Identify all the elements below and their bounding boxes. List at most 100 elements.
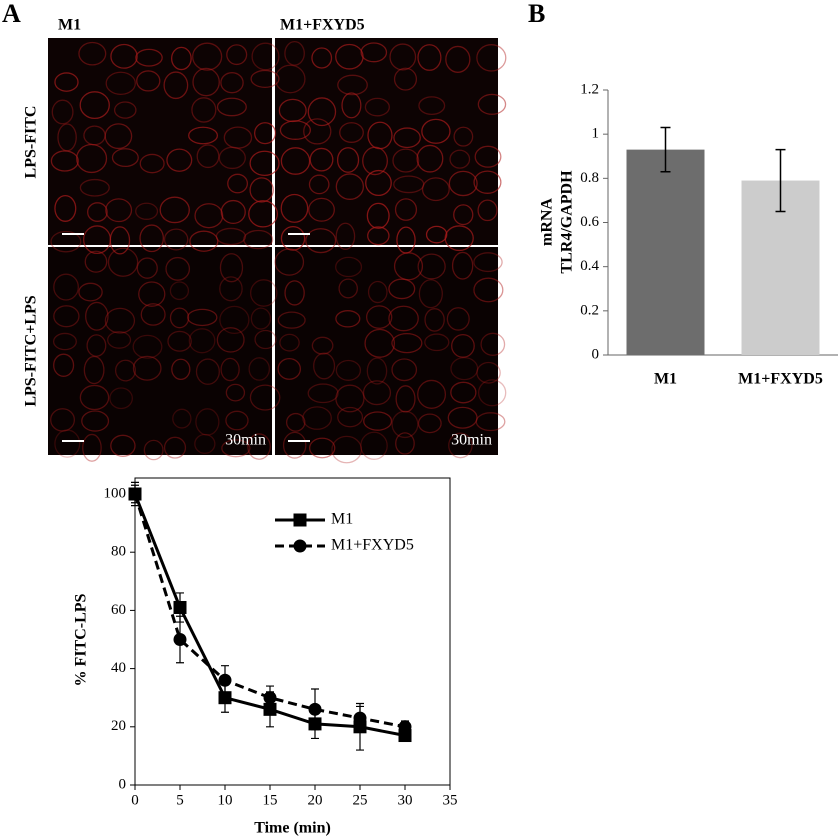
y-tick-label: 60 (111, 602, 126, 618)
cell-outline (192, 42, 223, 71)
cell-outline (138, 281, 166, 307)
cell-outline (54, 429, 81, 458)
marker (173, 633, 187, 646)
cell-outline (475, 412, 506, 432)
cell-outline (391, 410, 419, 439)
cell-outline (308, 197, 335, 222)
cell-outline (477, 379, 507, 407)
cell-outline (445, 45, 471, 73)
y-axis-label: % FITC-LPS (73, 593, 90, 686)
cell-outline (339, 122, 364, 143)
cell-outline (424, 333, 450, 352)
cell-outline (393, 67, 418, 91)
cell-outline (477, 199, 498, 222)
cell-outline (331, 435, 363, 464)
x-tick-label: 20 (308, 792, 323, 808)
cell-outline (451, 333, 475, 358)
cell-outline (165, 256, 191, 281)
panel-label: B (528, 0, 545, 28)
cell-outline (284, 280, 305, 306)
cell-outline (250, 307, 272, 330)
cell-outline (111, 148, 139, 168)
cell-outline (166, 148, 193, 172)
cell-outline (249, 384, 281, 411)
cell-outline (391, 358, 418, 382)
legend-label: M1+FXYD5 (331, 537, 414, 554)
cell-outline (50, 408, 76, 432)
cell-outline (417, 44, 442, 71)
cell-outline (476, 361, 501, 384)
cell-outline (367, 226, 390, 246)
cell-outline (336, 147, 360, 173)
cell-outline (196, 144, 220, 169)
cell-outline (223, 126, 253, 149)
cell-outline (338, 278, 358, 299)
x-tick-label: M1+FXYD5 (738, 371, 823, 388)
cell-outline (105, 198, 133, 223)
cell-outline (277, 357, 302, 380)
x-tick-label: 0 (131, 792, 139, 808)
cell-outline (393, 127, 421, 149)
x-tick-label: 5 (176, 792, 184, 808)
cell-outline (78, 282, 103, 302)
marker (218, 673, 232, 687)
x-tick-label: 35 (443, 792, 458, 808)
cell-outline (308, 437, 336, 459)
cell-outline (388, 305, 419, 332)
column-label: M1+FXYD5 (280, 17, 365, 34)
y-tick-label: 80 (111, 544, 126, 560)
cell-outline (53, 273, 79, 301)
cell-outline (367, 280, 388, 304)
cell-outline (215, 227, 247, 246)
cell-outline (225, 383, 246, 402)
cell-outline (279, 120, 311, 140)
cell-outline (284, 40, 305, 66)
micrograph (275, 247, 498, 455)
cell-outline (285, 412, 306, 432)
cell-outline (159, 196, 190, 224)
cell-outline (132, 334, 163, 359)
marker (353, 711, 367, 725)
cell-outline (389, 43, 417, 71)
cell-outline (254, 329, 277, 350)
cell-outline (218, 146, 246, 170)
cell-outline (194, 203, 224, 229)
cell-outline (335, 256, 363, 278)
y-tick-label: 20 (111, 718, 126, 734)
cell-outline (107, 331, 132, 349)
cell-outline (243, 229, 274, 250)
cell-outline (226, 44, 248, 66)
cell-outline (50, 150, 79, 172)
cell-outline (341, 92, 362, 119)
legend-marker (293, 539, 307, 553)
cell-outline (104, 307, 136, 334)
cell-outline (337, 406, 364, 428)
cell-outline (109, 387, 133, 410)
cell-outline (421, 177, 450, 202)
cell-outline (365, 305, 393, 329)
cell-outline (394, 198, 418, 221)
error-bar (660, 126, 671, 173)
cell-outline (139, 153, 165, 174)
legend-marker (293, 513, 307, 527)
cell-outline (195, 358, 220, 385)
cell-outline (87, 202, 108, 222)
cell-outline (313, 352, 336, 380)
cell-outline (172, 408, 192, 429)
cell-outline (219, 253, 244, 283)
cell-outline (50, 230, 82, 253)
cell-outline (169, 307, 190, 329)
cell-outline (416, 144, 444, 173)
marker (173, 600, 187, 614)
y-tick-label: 40 (111, 660, 126, 676)
error-bar (775, 148, 786, 213)
cell-outline (105, 71, 136, 96)
cell-outline (277, 311, 306, 329)
cell-outline (335, 222, 356, 250)
cell-outline (418, 96, 446, 116)
cell-outline (249, 150, 280, 177)
cell-outline (424, 308, 445, 332)
y-tick-label: 0 (592, 346, 600, 362)
cell-outline (364, 328, 396, 358)
cell-outline (81, 410, 110, 432)
